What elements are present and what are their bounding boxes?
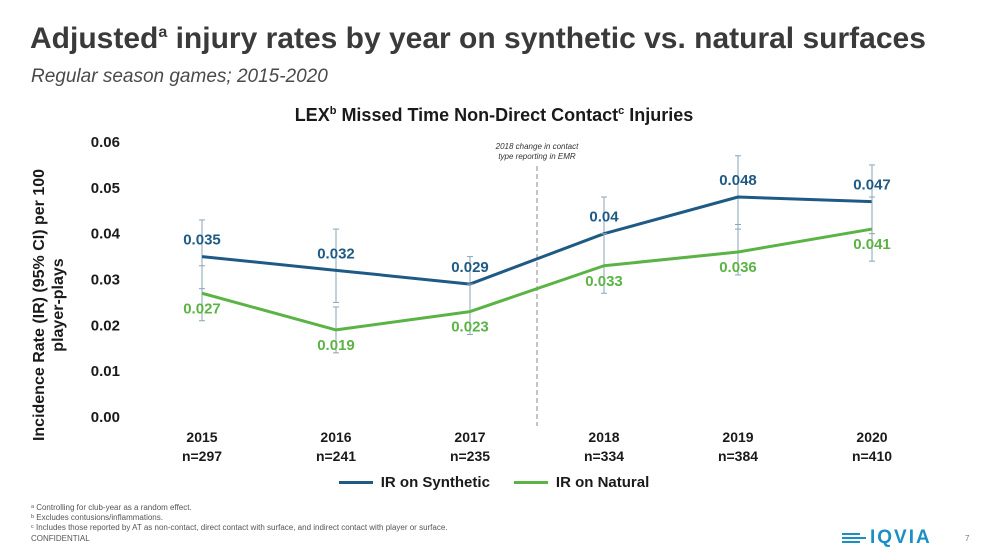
series-line-natural <box>201 227 873 332</box>
data-label-synthetic: 0.04 <box>589 209 619 226</box>
x-tick-sample-size: n=241 <box>316 448 356 464</box>
y-tick-label: 0.00 <box>91 409 120 426</box>
y-axis-ticks: 0.00 0.01 0.02 0.03 0.04 0.05 0.06 <box>91 134 121 426</box>
legend-swatch-natural <box>513 481 548 484</box>
legend-item-natural: IR on Natural <box>513 474 650 491</box>
data-label-natural: 0.041 <box>853 236 891 253</box>
footnote-c: ᶜ Includes those reported by AT as non-c… <box>31 523 448 532</box>
x-tick-label: 2015 <box>186 429 217 445</box>
confidential-label: CONFIDENTIAL <box>31 534 90 543</box>
footnotes: ᵃ Controlling for club-year as a random … <box>31 503 448 533</box>
y-tick-label: 0.05 <box>91 180 120 197</box>
legend-item-synthetic: IR on Synthetic <box>338 474 490 491</box>
data-label-synthetic: 0.035 <box>183 232 221 249</box>
x-tick-label: 2020 <box>856 429 887 445</box>
data-label-natural: 0.023 <box>451 319 489 336</box>
annotation-text-line1: 2018 change in contact <box>495 142 580 151</box>
data-label-natural: 0.033 <box>585 273 623 290</box>
x-tick-sample-size: n=410 <box>852 448 892 464</box>
legend-swatch-synthetic <box>338 481 373 484</box>
x-tick-label: 2016 <box>320 429 351 445</box>
data-label-synthetic: 0.047 <box>853 177 891 194</box>
y-tick-label: 0.04 <box>91 226 121 243</box>
x-tick-sample-size: n=235 <box>450 448 490 464</box>
footnote-a: ᵃ Controlling for club-year as a random … <box>31 503 192 512</box>
data-label-synthetic: 0.029 <box>451 259 489 276</box>
logo-text: IQVIA <box>870 527 932 548</box>
chart-legend: IR on Synthetic IR on Natural <box>0 474 988 491</box>
y-axis-label-line1: Incidence Rate (IR) (95% CI) per 100 <box>31 169 48 441</box>
y-tick-label: 0.03 <box>91 272 120 289</box>
page-subtitle: Regular season games; 2015-2020 <box>31 66 328 87</box>
x-tick-label: 2018 <box>588 429 619 445</box>
annotation-text-line2: type reporting in EMR <box>498 152 576 161</box>
data-label-synthetic: 0.048 <box>719 172 757 189</box>
chart-title: LEXb Missed Time Non-Direct Contactc Inj… <box>294 105 694 125</box>
series-layer: 0.035 0.032 0.029 0.04 0.048 0.047 0.027 0.019 0… <box>183 155 891 354</box>
y-tick-label: 0.01 <box>91 363 120 380</box>
data-label-natural: 0.027 <box>183 300 221 317</box>
x-tick-sample-size: n=297 <box>182 448 222 464</box>
x-tick-sample-size: n=334 <box>584 448 624 464</box>
y-axis-label: Incidence Rate (IR) (95% CI) per 100 pla… <box>31 169 67 441</box>
data-label-natural: 0.019 <box>317 337 355 354</box>
logo-mark-icon <box>842 533 866 543</box>
footnote-b: ᵇ Excludes contusions/inflammations. <box>31 513 163 522</box>
legend-label-natural: IR on Natural <box>555 474 650 491</box>
iqvia-logo: IQVIA <box>842 527 932 549</box>
data-label-synthetic: 0.032 <box>317 245 355 262</box>
x-axis-ticks: 2015 n=297 2016 n=241 2017 n=235 2018 n=334 2019… <box>182 429 892 464</box>
legend-label-synthetic: IR on Synthetic <box>380 474 490 491</box>
page-number: 7 <box>965 534 970 543</box>
page-title: Adjusteda injury rates by year on synthe… <box>30 22 926 55</box>
x-tick-label: 2017 <box>454 429 485 445</box>
y-tick-label: 0.06 <box>91 134 120 151</box>
y-axis-label-line2: player-plays <box>50 258 67 351</box>
series-line-synthetic <box>201 195 873 286</box>
x-tick-label: 2019 <box>722 429 753 445</box>
x-tick-sample-size: n=384 <box>718 448 758 464</box>
data-label-natural: 0.036 <box>719 259 757 276</box>
annotation: 2018 change in contact type reporting in… <box>495 142 580 426</box>
y-tick-label: 0.02 <box>91 317 120 334</box>
